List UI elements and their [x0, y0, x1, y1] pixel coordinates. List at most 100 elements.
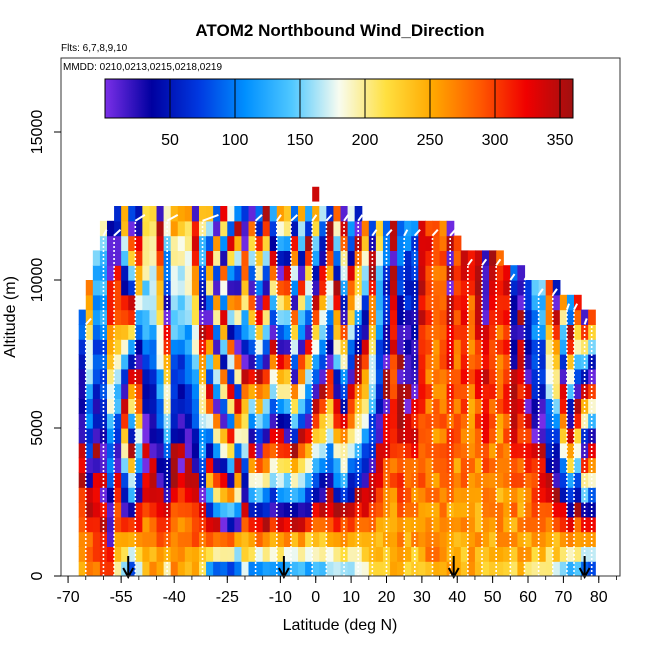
- heatmap-cell: [588, 472, 596, 488]
- heatmap-cell: [255, 235, 264, 251]
- heatmap-cell: [559, 413, 568, 429]
- heatmap-cell: [276, 413, 285, 429]
- heatmap-cell: [474, 339, 483, 355]
- heatmap-cell: [453, 324, 462, 340]
- heatmap-cell: [177, 294, 186, 311]
- heatmap-cell: [227, 546, 235, 562]
- heatmap-cell: [142, 339, 151, 355]
- heatmap-cell: [305, 398, 313, 414]
- heatmap-cell: [255, 398, 264, 414]
- heatmap-cell: [262, 206, 271, 222]
- heatmap-cell: [234, 428, 243, 444]
- heatmap-cell: [531, 487, 540, 503]
- heatmap-cell: [418, 546, 427, 562]
- heatmap-cell: [538, 294, 547, 311]
- heatmap-cell: [382, 413, 391, 429]
- heatmap-cell: [361, 472, 370, 488]
- heatmap-cell: [220, 309, 228, 325]
- heatmap-cell: [361, 487, 370, 503]
- heatmap-cell: [425, 339, 434, 355]
- heatmap-cell: [489, 280, 497, 296]
- heatmap-cell: [213, 531, 221, 547]
- x-tick-label: -25: [216, 589, 239, 606]
- heatmap-cell: [510, 457, 518, 473]
- heatmap-cell: [262, 502, 271, 518]
- heatmap-cell: [305, 294, 313, 311]
- heatmap-cell: [503, 339, 511, 355]
- heatmap-cell: [510, 472, 518, 488]
- heatmap-cell: [574, 368, 582, 385]
- heatmap-cell: [397, 294, 405, 311]
- heatmap-cell: [382, 457, 391, 473]
- heatmap-cell: [276, 354, 285, 370]
- heatmap-cell: [92, 546, 101, 562]
- heatmap-cell: [460, 354, 469, 370]
- heatmap-cell: [170, 220, 179, 237]
- heatmap-cell: [298, 354, 306, 370]
- heatmap-cell: [262, 546, 271, 562]
- heatmap-cell: [184, 383, 193, 399]
- heatmap-cell: [163, 324, 172, 340]
- heatmap-cell: [276, 546, 285, 562]
- heatmap-cell: [418, 250, 427, 266]
- heatmap-cell: [581, 309, 589, 325]
- heatmap-cell: [411, 324, 419, 340]
- heatmap-cell: [340, 368, 349, 385]
- heatmap-cell: [234, 457, 243, 473]
- colorbar-ticks: 50 100 150 200 250 300 350: [161, 79, 573, 149]
- heatmap-cell: [220, 457, 228, 473]
- heatmap-cell: [524, 516, 533, 533]
- heatmap-cell: [347, 265, 356, 281]
- heatmap-cell: [283, 413, 292, 429]
- heatmap-cell: [375, 309, 384, 325]
- heatmap-cell: [184, 413, 193, 429]
- heatmap-cell: [439, 398, 448, 414]
- heatmap-cell: [517, 516, 526, 533]
- heatmap-cell: [114, 472, 122, 488]
- heatmap-cell: [467, 398, 476, 414]
- heatmap-cell: [78, 383, 87, 399]
- heatmap-cell: [191, 220, 200, 237]
- heatmap-cell: [375, 339, 384, 355]
- heatmap-cell: [474, 546, 483, 562]
- heatmap-cell: [135, 413, 143, 429]
- heatmap-cell: [128, 235, 136, 251]
- heatmap-cell: [347, 502, 356, 518]
- heatmap-cell: [460, 265, 469, 281]
- heatmap-cell: [106, 457, 115, 473]
- heatmap-cell: [114, 309, 122, 325]
- heatmap-cell: [262, 561, 271, 576]
- colorbar-gradient: [104, 78, 574, 119]
- heatmap-cell: [128, 428, 136, 444]
- heatmap-cell: [439, 294, 448, 311]
- heatmap-cell: [234, 383, 243, 399]
- heatmap-cell: [170, 250, 179, 266]
- heatmap-cell: [276, 442, 285, 459]
- heatmap-cell: [375, 324, 384, 340]
- heatmap-cell: [106, 383, 115, 399]
- heatmap-cell: [106, 546, 115, 562]
- heatmap-cell: [121, 398, 129, 414]
- heatmap-cell: [198, 502, 207, 518]
- heatmap-cell: [588, 354, 596, 370]
- heatmap-cell: [439, 265, 448, 281]
- heatmap-cell: [269, 235, 278, 251]
- heatmap-cell: [510, 442, 518, 459]
- heatmap-cell: [114, 294, 122, 311]
- heatmap-cell: [269, 413, 278, 429]
- heatmap-cell: [538, 561, 547, 576]
- heatmap-cell: [552, 516, 561, 533]
- heatmap-cell: [305, 516, 313, 533]
- heatmap-cell: [333, 413, 342, 429]
- heatmap-cell: [390, 339, 398, 355]
- heatmap-cell: [163, 561, 172, 576]
- heatmap-cell: [114, 457, 122, 473]
- heatmap-cell: [234, 294, 243, 311]
- heatmap-cell: [439, 428, 448, 444]
- heatmap-cell: [460, 457, 469, 473]
- heatmap-cell: [283, 294, 292, 311]
- heatmap-cell: [312, 309, 320, 325]
- heatmap-cell: [121, 368, 129, 385]
- heatmap-cell: [545, 339, 554, 355]
- heatmap-cell: [432, 383, 441, 399]
